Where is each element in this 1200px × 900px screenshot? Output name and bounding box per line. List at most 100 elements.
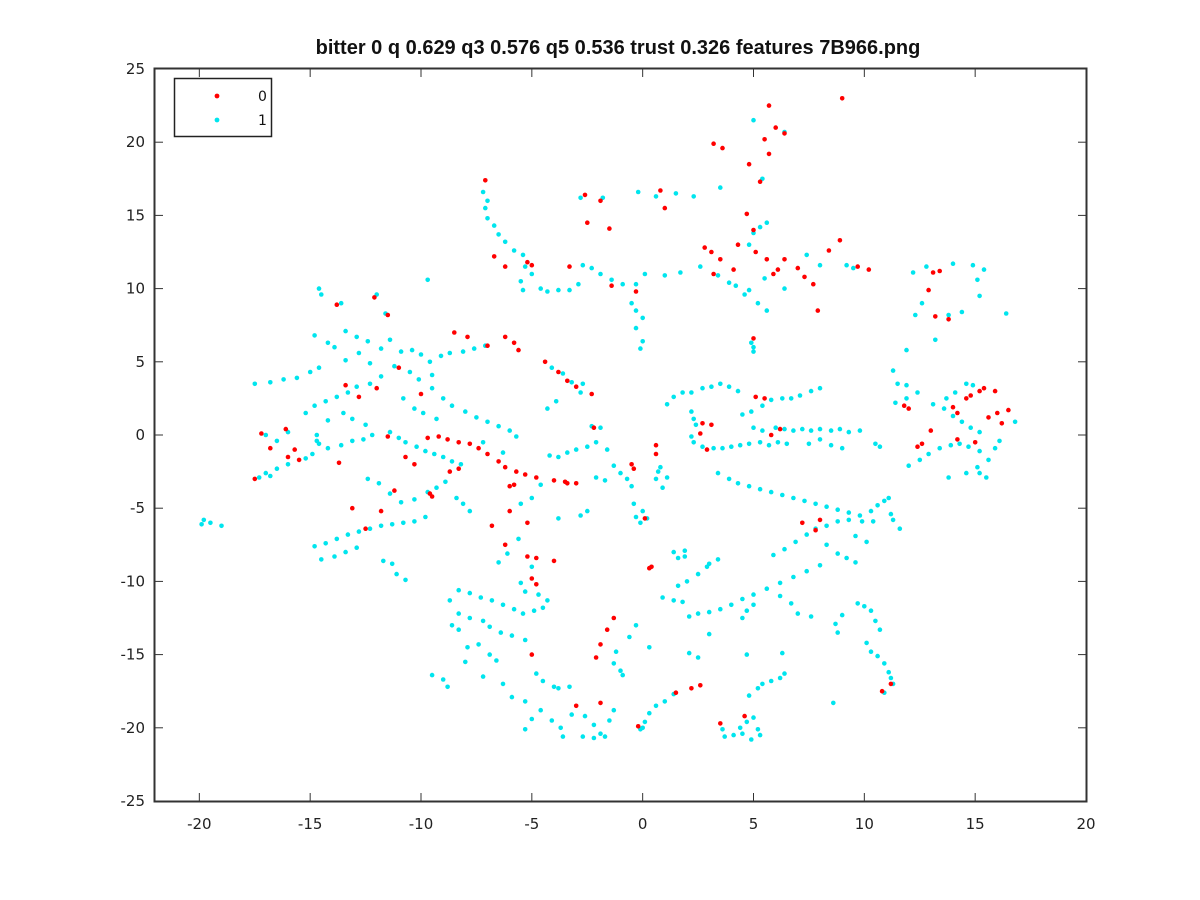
data-point-series-1: [729, 602, 734, 608]
y-tick-label: -5: [130, 499, 145, 517]
data-point-series-1: [607, 718, 612, 723]
data-point-series-1: [897, 526, 903, 531]
data-point-series-1: [695, 611, 701, 616]
data-point-series-1: [467, 508, 473, 514]
data-point-series-0: [901, 403, 907, 409]
data-point-series-1: [808, 614, 814, 619]
data-point-series-1: [569, 380, 574, 385]
data-point-series-1: [886, 495, 891, 501]
data-point-series-0: [502, 542, 508, 548]
data-point-series-1: [516, 536, 521, 542]
data-point-series-1: [808, 388, 814, 394]
data-point-series-1: [341, 410, 346, 416]
data-point-series-1: [589, 265, 594, 271]
data-point-series-0: [742, 713, 747, 719]
data-point-series-0: [611, 615, 617, 621]
data-point-series-0: [629, 462, 634, 467]
data-point-series-1: [567, 684, 572, 690]
data-point-series-1: [764, 220, 770, 225]
data-point-series-1: [806, 441, 812, 447]
data-point-series-0: [378, 508, 384, 514]
data-point-series-1: [585, 508, 590, 514]
data-point-series-0: [757, 179, 763, 184]
data-point-series-1: [791, 495, 796, 501]
data-point-series-1: [802, 498, 807, 504]
data-point-series-1: [835, 519, 840, 524]
data-point-series-1: [817, 563, 823, 568]
data-point-series-1: [751, 425, 756, 431]
data-point-series-1: [494, 658, 499, 663]
data-point-series-0: [635, 724, 641, 729]
y-tick-label: 0: [135, 426, 145, 444]
data-point-series-1: [664, 402, 670, 407]
data-point-series-1: [837, 426, 843, 432]
data-point-series-1: [409, 347, 415, 353]
data-point-series-1: [691, 440, 696, 445]
data-point-series-1: [944, 396, 949, 401]
data-point-series-0: [968, 393, 973, 398]
data-point-series-1: [751, 344, 756, 350]
data-point-series-1: [522, 264, 528, 269]
data-point-series-1: [540, 605, 546, 611]
data-point-series-0: [483, 178, 488, 183]
data-point-series-0: [609, 283, 614, 289]
data-point-series-1: [434, 485, 439, 491]
data-point-series-1: [671, 598, 676, 603]
data-point-series-0: [456, 466, 462, 472]
data-point-series-1: [755, 727, 761, 732]
data-point-series-1: [354, 334, 360, 340]
data-point-series-1: [682, 548, 688, 553]
data-point-series-1: [853, 533, 858, 539]
data-point-series-1: [804, 252, 809, 258]
data-point-series-1: [664, 475, 670, 480]
data-point-series-1: [950, 261, 956, 267]
data-point-series-0: [946, 317, 951, 322]
data-point-series-1: [274, 438, 280, 444]
data-point-series-1: [489, 598, 495, 603]
data-point-series-1: [970, 382, 976, 388]
data-point-series-1: [793, 539, 798, 545]
data-point-series-0: [598, 642, 603, 647]
data-point-series-0: [773, 125, 778, 130]
data-point-series-1: [751, 602, 756, 608]
data-point-series-1: [746, 242, 752, 247]
data-point-series-1: [706, 631, 712, 637]
data-point-series-1: [828, 428, 834, 433]
data-point-series-0: [906, 406, 911, 411]
data-point-series-1: [975, 464, 980, 470]
data-point-series-1: [285, 462, 291, 467]
data-point-series-0: [534, 475, 539, 480]
data-point-series-1: [323, 399, 329, 404]
data-point-series-1: [414, 444, 419, 450]
data-point-series-0: [418, 391, 424, 397]
data-point-series-1: [777, 580, 783, 586]
data-point-series-1: [263, 470, 269, 476]
data-point-series-1: [890, 517, 896, 523]
data-point-series-1: [691, 194, 696, 199]
data-point-series-1: [984, 475, 989, 480]
data-point-series-0: [631, 466, 637, 472]
data-point-series-0: [926, 287, 931, 293]
data-point-series-1: [800, 426, 805, 432]
data-point-series-0: [268, 445, 273, 451]
data-point-series-1: [538, 286, 543, 291]
data-point-series-1: [893, 400, 898, 406]
data-point-series-1: [782, 426, 787, 432]
data-point-series-1: [859, 519, 865, 524]
data-point-series-1: [268, 380, 273, 385]
data-point-series-1: [522, 727, 528, 732]
data-point-series-1: [449, 623, 455, 628]
data-point-series-1: [888, 511, 894, 517]
data-point-series-1: [726, 280, 732, 286]
data-point-series-0: [768, 432, 774, 438]
data-point-series-1: [746, 287, 752, 293]
data-point-series-1: [398, 500, 404, 505]
data-point-series-0: [334, 302, 340, 308]
data-point-series-0: [496, 459, 501, 464]
data-point-series-0: [711, 141, 716, 146]
data-point-series-1: [325, 340, 331, 346]
x-tick-label: -10: [409, 815, 434, 833]
data-point-series-0: [811, 281, 816, 287]
data-point-series-0: [986, 415, 991, 420]
data-point-series-1: [509, 694, 515, 700]
